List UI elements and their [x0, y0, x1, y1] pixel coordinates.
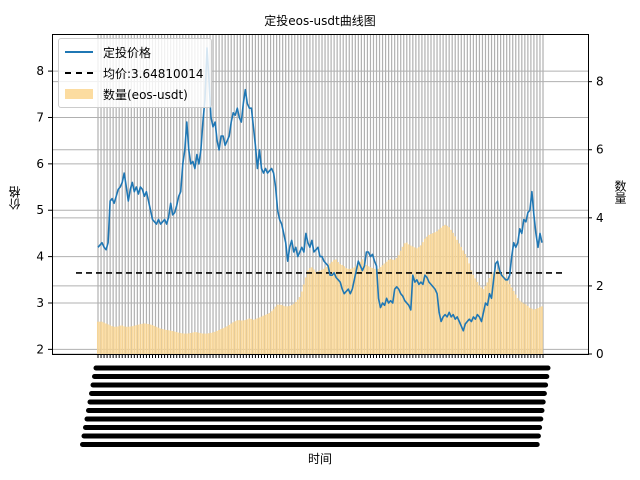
quantity-bars [96, 224, 543, 354]
svg-text:2: 2 [36, 342, 44, 356]
legend-label: 定投价格 [103, 45, 152, 60]
legend-item-price: 定投价格 [65, 43, 151, 61]
right-y-axis-label: 数量 [613, 180, 627, 204]
left-y-axis-ticks: 2 3 4 5 6 7 8 [36, 64, 52, 356]
legend-label: 均价:3.64810014 [103, 66, 204, 81]
svg-text:8: 8 [596, 75, 604, 89]
svg-text:6: 6 [596, 143, 604, 157]
legend: 定投价格 均价:3.64810014 数量(eos-usdt) [58, 38, 212, 108]
svg-text:7: 7 [36, 110, 44, 124]
svg-text:3: 3 [36, 296, 44, 310]
dashed-line-swatch-icon [65, 72, 93, 74]
x-axis-ticks [80, 354, 551, 447]
svg-text:8: 8 [36, 64, 44, 78]
chart-title: 定投eos-usdt曲线图 [264, 14, 376, 28]
line-swatch-icon [65, 51, 93, 53]
svg-text:6: 6 [36, 157, 44, 171]
legend-label: 数量(eos-usdt) [103, 87, 188, 102]
legend-item-quantity: 数量(eos-usdt) [65, 85, 188, 103]
svg-text:5: 5 [36, 203, 44, 217]
bar-swatch-icon [65, 89, 93, 99]
x-axis-label: 时间 [307, 452, 332, 466]
legend-item-average: 均价:3.64810014 [65, 64, 204, 82]
price-line [97, 47, 543, 332]
plot-frame [52, 34, 589, 355]
left-y-axis-label: 价格 [8, 186, 22, 210]
svg-text:4: 4 [596, 211, 604, 225]
svg-text:4: 4 [36, 250, 44, 264]
svg-text:0: 0 [596, 347, 604, 361]
right-y-axis-ticks: 0 2 4 6 8 [588, 75, 604, 361]
svg-text:2: 2 [596, 279, 604, 293]
